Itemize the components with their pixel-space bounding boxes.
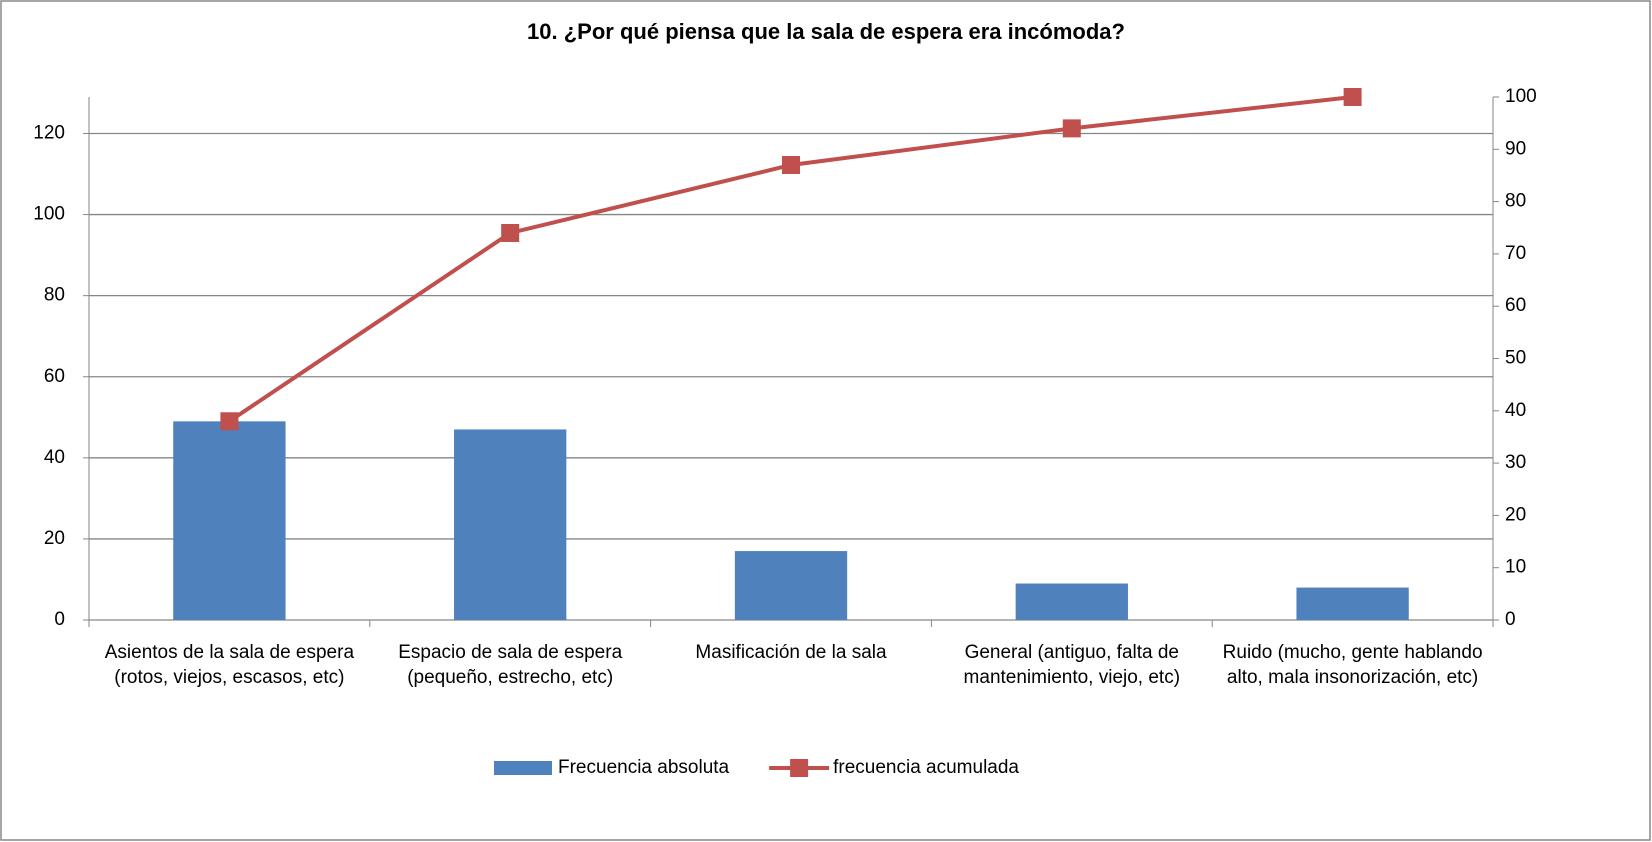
line-marker: [782, 155, 800, 174]
line-marker: [501, 223, 520, 242]
line-marker: [220, 412, 239, 431]
y-tick-label: 60: [44, 366, 65, 387]
x-tick-label: Masificación de la sala: [695, 642, 887, 663]
y2-tick-label: 80: [1505, 191, 1526, 212]
y-tick-label: 20: [44, 528, 65, 549]
y-tick-label: 80: [44, 285, 65, 306]
y-tick-label: 100: [33, 204, 65, 225]
x-tick-label: General (antiguo, falta de mantenimiento…: [963, 642, 1181, 688]
y2-tick-label: 0: [1505, 609, 1516, 630]
legend-label: Frecuencia absoluta: [558, 757, 730, 778]
y-tick-label: 120: [33, 123, 65, 144]
y2-tick-label: 10: [1505, 557, 1526, 578]
y2-tick-label: 90: [1505, 138, 1526, 159]
line-marker: [1343, 88, 1362, 106]
bar: [1296, 587, 1409, 620]
chart-title: 10. ¿Por qué piensa que la sala de esper…: [527, 19, 1125, 44]
y2-tick-label: 40: [1505, 400, 1526, 421]
y2-tick-label: 70: [1505, 243, 1526, 264]
y2-tick-label: 30: [1505, 452, 1526, 473]
y-tick-label: 0: [54, 609, 65, 630]
bar: [734, 551, 848, 620]
bar: [454, 429, 567, 620]
line-marker: [1062, 119, 1081, 138]
bar: [173, 421, 286, 620]
y2-tick-label: 60: [1505, 295, 1526, 316]
bar: [1015, 583, 1128, 620]
legend-label: frecuencia acumulada: [833, 757, 1019, 778]
x-tick-label: Ruido (mucho, gente hablando alto, mala …: [1222, 642, 1483, 688]
y2-tick-label: 50: [1505, 348, 1526, 369]
legend-swatch: [790, 759, 809, 777]
legend-swatch: [494, 761, 552, 775]
y-tick-label: 40: [44, 447, 65, 468]
y2-tick-label: 20: [1505, 504, 1526, 525]
x-tick-label: Espacio de sala de espera (pequeño, estr…: [398, 642, 623, 688]
y2-tick-label: 100: [1505, 86, 1537, 107]
x-tick-label: Asientos de la sala de espera (rotos, vi…: [104, 642, 355, 688]
